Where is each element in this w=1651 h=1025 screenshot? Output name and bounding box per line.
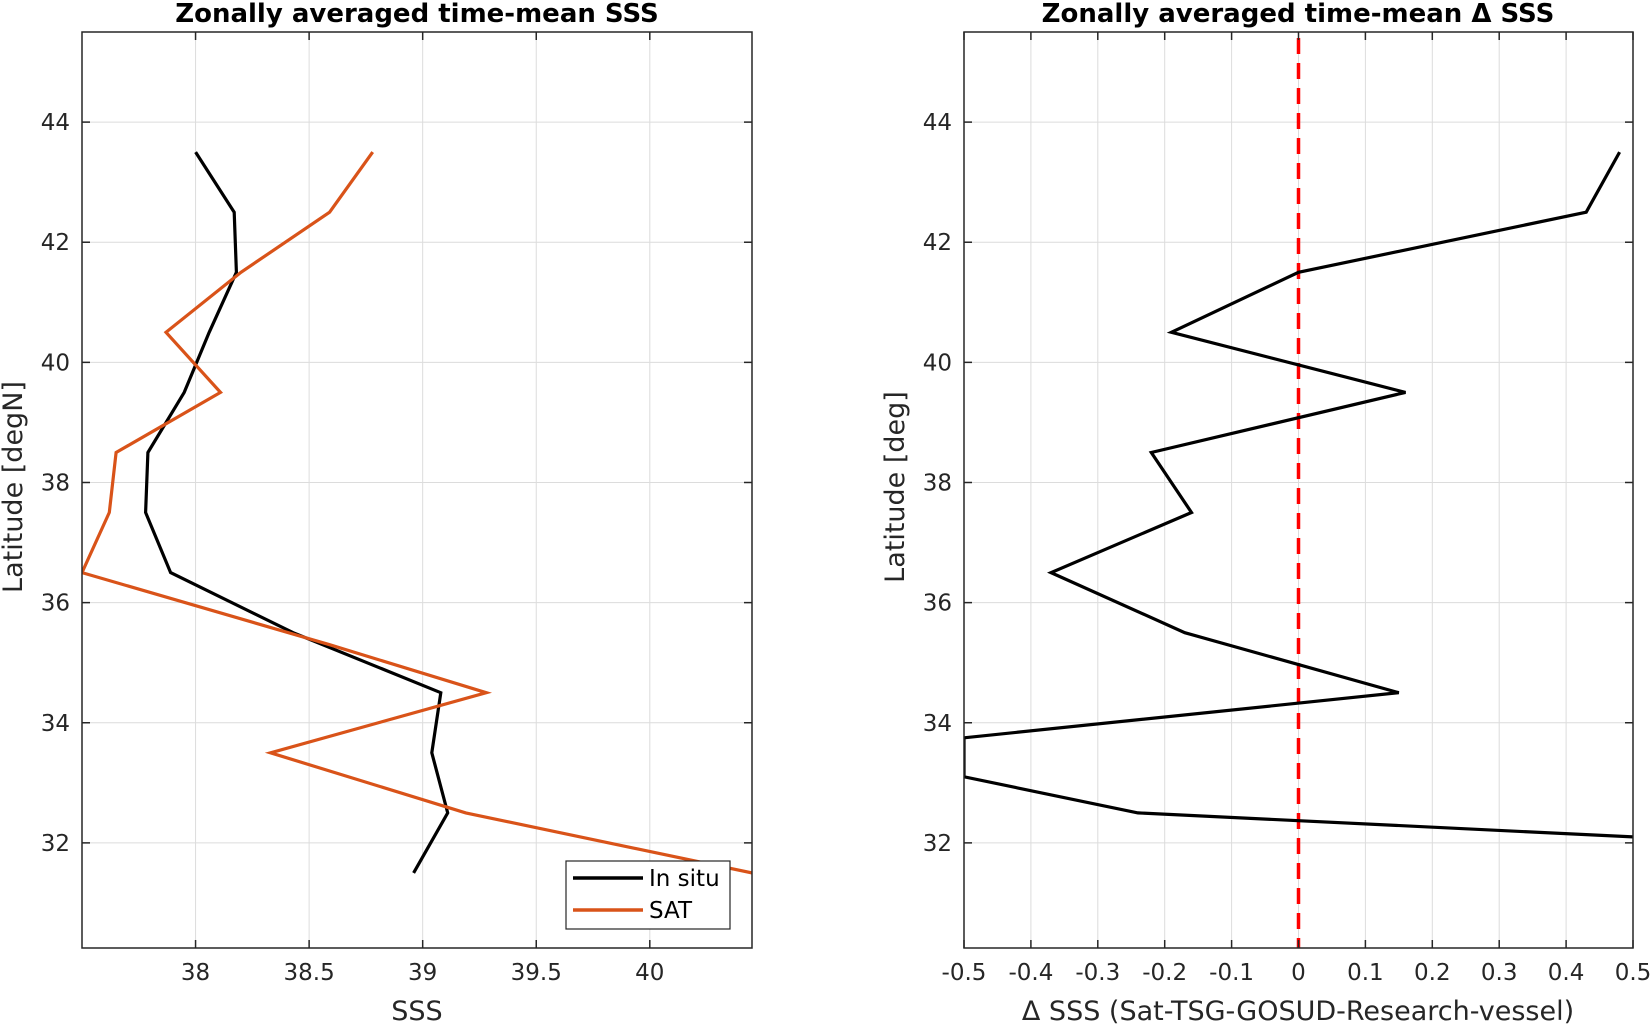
x-tick-label: 0 (1291, 960, 1306, 986)
x-tick-label: 0.5 (1615, 960, 1651, 986)
series-lines (964, 38, 1633, 948)
y-tick-label: 34 (41, 711, 70, 737)
y-tick-label: 34 (923, 711, 952, 737)
legend-box (565, 860, 731, 930)
x-axis-label: Δ SSS (Sat-TSG-GOSUD-Research-vessel) (1022, 996, 1574, 1025)
x-tick-label: 38 (181, 960, 210, 986)
delta-sss-profile-chart: Zonally averaged time-mean Δ SSS -0.5 -0.… (880, 0, 1651, 1025)
x-tick-label: 39.5 (511, 960, 562, 986)
legend-label-in-situ: In situ (649, 866, 720, 892)
y-tick-label: 38 (41, 470, 70, 496)
chart-title: Zonally averaged time-mean Δ SSS (1042, 0, 1555, 29)
sss-profile-chart: Zonally averaged time-mean SSS 38 38.5 39 3… (0, 0, 753, 1025)
y-tick-label: 40 (41, 350, 70, 376)
chart-title: Zonally averaged time-mean SSS (175, 0, 659, 29)
y-tick-label: 32 (923, 831, 952, 857)
y-tick-label: 32 (41, 831, 70, 857)
y-axis-label: Latitude [deg] (880, 391, 911, 583)
x-tick-label: 38.5 (284, 960, 335, 986)
x-tick-label: -0.1 (1209, 960, 1254, 986)
x-tick-label: 0.4 (1548, 960, 1585, 986)
y-tick-label: 36 (923, 591, 952, 617)
legend: In situ SAT (565, 860, 731, 930)
legend-label-sat: SAT (649, 898, 693, 924)
x-tick-label: -0.2 (1142, 960, 1187, 986)
y-tick-label: 36 (41, 591, 70, 617)
x-axis-label: SSS (391, 996, 442, 1025)
ticks: -0.5 -0.4 -0.3 -0.2 -0.1 0 0.1 0.2 0.3 0.4 0.5 32 34… (923, 32, 1651, 986)
y-tick-label: 42 (41, 230, 70, 256)
x-tick-label: 39 (408, 960, 437, 986)
y-tick-label: 38 (923, 470, 952, 496)
x-tick-label: 0.1 (1347, 960, 1384, 986)
y-axis-label: Latitude [degN] (0, 381, 29, 593)
series-line-0 (964, 151, 1633, 839)
series-line-sat (82, 151, 752, 875)
x-tick-label: -0.4 (1008, 960, 1053, 986)
x-tick-label: 0.2 (1414, 960, 1451, 986)
x-tick-label: -0.3 (1075, 960, 1120, 986)
plot-frame (81, 31, 753, 949)
y-tick-label: 44 (41, 110, 70, 136)
series-line-in-situ (143, 151, 450, 874)
x-tick-label: 0.3 (1481, 960, 1518, 986)
y-tick-label: 44 (923, 110, 952, 136)
series-lines (82, 151, 752, 875)
x-tick-label: 40 (635, 960, 664, 986)
y-tick-label: 42 (923, 230, 952, 256)
x-tick-label: -0.5 (942, 960, 987, 986)
ticks: 38 38.5 39 39.5 40 32 34 36 38 40 42 44 (41, 32, 752, 986)
grid (82, 32, 752, 948)
y-tick-label: 40 (923, 350, 952, 376)
